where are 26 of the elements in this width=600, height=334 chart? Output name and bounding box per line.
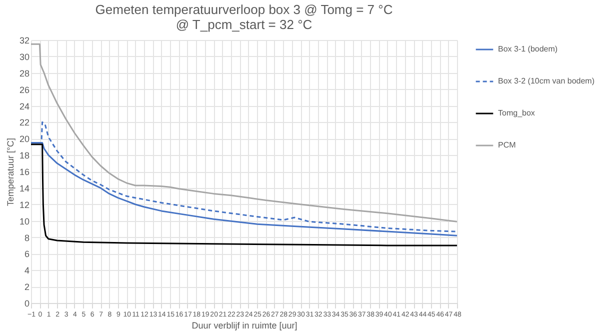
line-series	[31, 43, 457, 222]
y-tick-label: 8	[24, 232, 30, 243]
chart-subtitle: @ T_pcm_start = 32 °C	[176, 17, 312, 32]
y-tick-label: 10	[19, 216, 30, 226]
chart-title: Gemeten temperatuurverloop box 3 @ Tomg = 7 °C	[95, 2, 393, 17]
y-tick-label: 18	[19, 150, 30, 161]
x-axis-title: Duur verblijf in ruimte [uur]	[192, 320, 298, 330]
y-tick-label: 4	[24, 266, 30, 276]
y-tick-label: 16	[19, 167, 30, 177]
y-tick-label: 22	[19, 118, 30, 128]
y-tick-label: 0	[24, 298, 30, 308]
y-tick-label: 24	[19, 101, 30, 112]
y-tick-label: 14	[19, 183, 30, 194]
y-tick-label: 28	[19, 68, 30, 78]
y-tick-label: 26	[19, 84, 30, 95]
y-tick-label: 30	[19, 52, 30, 62]
legend-label: Box 3-2 (10cm van bodem)	[498, 76, 595, 86]
y-tick-label: 6	[24, 249, 30, 260]
y-tick-label: 2	[24, 282, 30, 292]
y-tick-label: 20	[19, 134, 30, 144]
legend-label: Tomg_box	[498, 108, 535, 118]
y-axis-title: Temperatuur [°C]	[5, 138, 16, 206]
legend-label: Box 3-1 (bodem)	[498, 44, 558, 54]
y-tick-label: 32	[19, 36, 30, 46]
y-tick-label: 12	[19, 200, 30, 210]
legend-label: PCM	[498, 140, 516, 150]
